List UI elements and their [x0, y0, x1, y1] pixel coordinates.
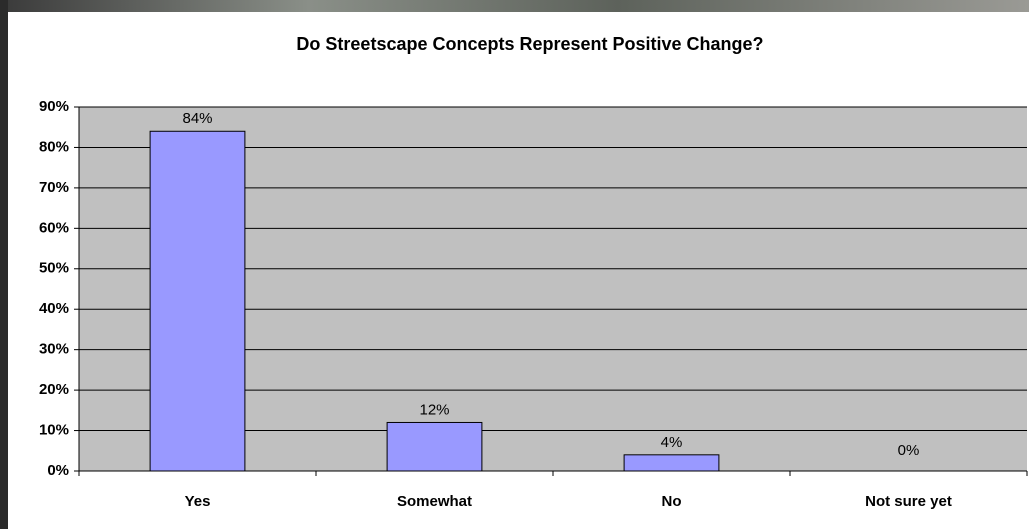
y-tick-label: 60%: [39, 219, 69, 236]
value-label: 0%: [898, 442, 920, 459]
y-tick-label: 80%: [39, 138, 69, 155]
y-tick-label: 30%: [39, 341, 69, 358]
y-tick-label: 20%: [39, 381, 69, 398]
y-tick-label: 0%: [47, 462, 69, 479]
value-label: 4%: [661, 434, 683, 451]
chart-title: Do Streetscape Concepts Represent Positi…: [296, 34, 763, 54]
y-tick-label: 50%: [39, 260, 69, 277]
x-tick-label: Somewhat: [397, 493, 472, 510]
bar: [623, 454, 720, 472]
y-tick-label: 10%: [39, 422, 69, 439]
y-tick-label: 40%: [39, 300, 69, 317]
y-tick-label: 90%: [39, 98, 69, 115]
value-label: 84%: [182, 110, 212, 127]
x-tick-label: Yes: [185, 493, 211, 510]
x-tick-label: No: [662, 493, 682, 510]
value-label: 12%: [419, 401, 449, 418]
x-tick-label: Not sure yet: [865, 493, 952, 510]
bar: [149, 130, 246, 472]
background-photo-strip: [0, 0, 1029, 12]
bar: [386, 421, 483, 472]
left-edge: [0, 0, 8, 529]
y-tick-label: 70%: [39, 179, 69, 196]
